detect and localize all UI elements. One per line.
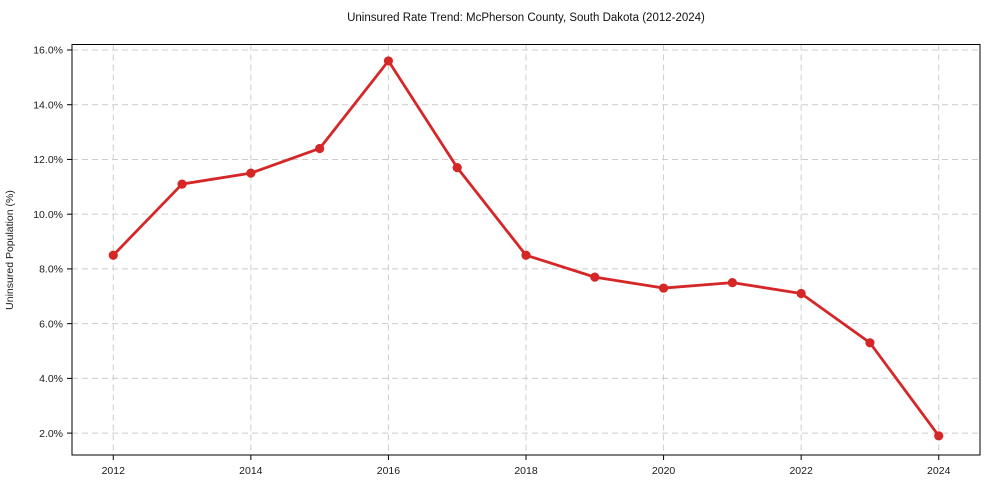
chart-title: Uninsured Rate Trend: McPherson County, … [347,12,705,24]
x-tick-label: 2022 [789,465,813,477]
x-tick-label: 2016 [377,465,401,477]
data-point [246,168,256,178]
y-tick-label: 4.0% [39,373,63,385]
y-tick-label: 14.0% [33,99,63,111]
y-tick-label: 2.0% [39,428,63,440]
y-tick-label: 16.0% [33,45,63,57]
data-point [727,277,737,288]
x-tick-label: 2012 [102,465,126,477]
x-tick-label: 2018 [514,465,538,477]
axes-layer: 2012 2014 2016 2018 2020 2022 2024 2.0% 4.0% 6.0%… [33,44,981,477]
data-point [521,250,531,260]
y-tick-label: 8.0% [39,264,63,276]
data-point [796,288,806,299]
y-tick-label: 12.0% [33,154,63,166]
data-point [383,56,394,66]
grid-layer [72,44,980,455]
x-tick-label: 2014 [239,465,263,477]
x-tick-label: 2020 [652,465,676,477]
y-axis-label: Uninsured Population (%) [4,190,16,310]
x-tick-label: 2024 [927,465,951,477]
y-tick-label: 10.0% [33,209,63,221]
data-point [934,431,944,441]
data-point [865,338,875,348]
data-point [452,163,462,173]
y-tick-label: 6.0% [39,318,63,330]
data-point [108,250,118,260]
data-point [177,179,187,189]
data-series-layer [108,56,944,441]
data-point [315,143,325,154]
data-point [658,283,669,293]
data-point [590,272,600,282]
